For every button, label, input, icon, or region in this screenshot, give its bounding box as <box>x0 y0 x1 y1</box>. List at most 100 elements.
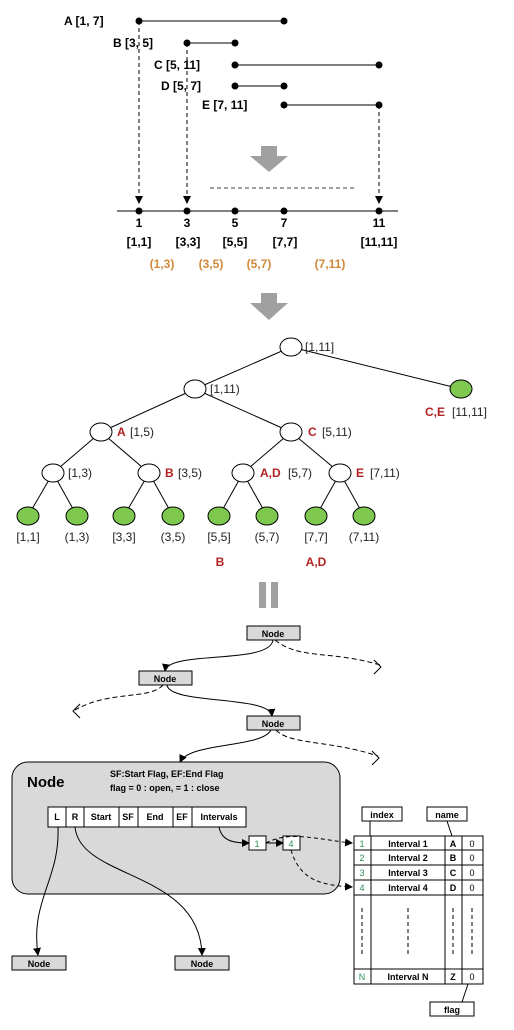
interval-label-e: E [7, 11] <box>202 98 247 112</box>
tree-leaf-node <box>16 506 40 526</box>
interval-label-d: D [5, 7] <box>161 79 201 93</box>
tree-node <box>137 463 161 483</box>
leaf-interval: [1,1] <box>16 530 39 544</box>
node-box <box>138 670 193 686</box>
leaf-interval: [5,5] <box>207 530 230 544</box>
field-l: L <box>54 812 60 822</box>
node-name: C,E <box>425 405 445 419</box>
field-intervals: Intervals <box>200 812 237 822</box>
row-index: N <box>359 972 366 982</box>
row-name: A <box>450 839 457 849</box>
axis-tick: 1 <box>136 216 143 230</box>
node-name: E <box>356 466 364 480</box>
row-name: B <box>450 853 457 863</box>
open-interval: (7,11) <box>315 257 346 271</box>
node-box <box>246 715 301 731</box>
tree-leaf-node <box>304 506 328 526</box>
tree-node <box>279 337 303 357</box>
svg-text:1: 1 <box>254 839 259 849</box>
tree-leaf-node <box>112 506 136 526</box>
flag-legend: SF:Start Flag, EF:End Flag <box>110 769 224 779</box>
tree-node <box>231 463 255 483</box>
leaf-interval: (3,5) <box>161 530 186 544</box>
interval-label-b: B [3, 5] <box>113 36 153 50</box>
flag-legend: flag = 0 : open, = 1 : close <box>110 783 220 793</box>
svg-text:Node: Node <box>154 674 177 684</box>
interval-label-a: A [1, 7] <box>64 14 104 28</box>
row-name: D <box>450 883 457 893</box>
node-chain: Node Node Node <box>72 625 382 766</box>
tree-labels: [1,11] [1,11) C,E [11,11] A [1,5) C [5,1… <box>16 340 487 569</box>
leaf-name: A,D <box>306 555 327 569</box>
node-name: B <box>165 466 174 480</box>
open-interval: (1,3) <box>150 257 175 271</box>
svg-text:Node: Node <box>262 719 285 729</box>
row-interval: Interval 1 <box>388 839 428 849</box>
leaf-name: B <box>216 555 225 569</box>
leaf-interval: [7,7] <box>304 530 327 544</box>
tree-node <box>41 463 65 483</box>
equals-icon <box>271 582 278 608</box>
svg-text:Node: Node <box>191 959 214 969</box>
node-interval: [11,11] <box>452 405 487 419</box>
node-interval: [1,5) <box>130 425 154 439</box>
node-detail-title: Node <box>27 774 65 791</box>
node-name: A <box>117 425 126 439</box>
node-interval: [1,11) <box>210 382 240 396</box>
row-name: C <box>450 868 457 878</box>
axis-tick: 11 <box>373 216 386 230</box>
field-sf: SF <box>122 812 134 822</box>
svg-text:4: 4 <box>288 839 293 849</box>
row-interval: Interval 3 <box>388 868 428 878</box>
axis-tick: 3 <box>184 216 191 230</box>
name-label: name <box>435 810 459 820</box>
leaf-interval: (7,11) <box>349 530 379 544</box>
node-box <box>246 625 301 641</box>
row-interval: Interval N <box>387 972 428 982</box>
tree-leaf-node <box>161 506 185 526</box>
svg-text:Node: Node <box>262 629 285 639</box>
field-end: End <box>147 812 164 822</box>
row-flag: 0 <box>469 972 474 982</box>
index-label-box <box>361 806 403 822</box>
svg-text:Node: Node <box>28 959 51 969</box>
down-arrow-icon <box>250 146 288 172</box>
tree-node <box>183 379 207 399</box>
tree-leaf-node <box>449 379 473 399</box>
row-interval: Interval 4 <box>388 883 428 893</box>
row-flag: 0 <box>469 883 474 893</box>
node-box <box>174 955 230 971</box>
tree-node <box>89 422 113 442</box>
leaf-interval: [3,3] <box>112 530 135 544</box>
number-axis: 1 3 5 7 11 [1,1] [3,3] [5,5] [7,7] [11,1… <box>117 207 398 271</box>
node-interval: [5,11) <box>322 425 352 439</box>
row-name: Z <box>450 972 456 982</box>
field-start: Start <box>91 812 112 822</box>
field-ef: EF <box>176 812 188 822</box>
flag-label-box <box>429 1001 475 1017</box>
row-index: 2 <box>359 853 364 863</box>
field-r: R <box>72 812 79 822</box>
closed-interval: [7,7] <box>273 235 298 249</box>
leaf-interval: (1,3) <box>65 530 90 544</box>
row-index: 1 <box>359 839 364 849</box>
tree-node <box>328 463 352 483</box>
interval-table: index name 1 Interval 1 A 0 2 Interval 2… <box>353 806 484 1017</box>
interval-label-c: C [5, 11] <box>154 58 200 72</box>
row-index: 4 <box>359 883 364 893</box>
closed-interval: [3,3] <box>176 235 201 249</box>
axis-tick: 5 <box>232 216 239 230</box>
flag-label: flag <box>444 1005 460 1015</box>
axis-tick: 7 <box>281 216 288 230</box>
node-interval: [5,7) <box>288 466 312 480</box>
tree-leaf-node <box>65 506 89 526</box>
row-flag: 0 <box>469 868 474 878</box>
closed-interval: [11,11] <box>361 235 398 249</box>
node-fields: L R Start SF End EF Intervals <box>47 806 247 828</box>
down-arrow-icon <box>250 293 288 320</box>
tree-leaf-node <box>255 506 279 526</box>
index-label: index <box>370 810 394 820</box>
node-name: A,D <box>260 466 281 480</box>
